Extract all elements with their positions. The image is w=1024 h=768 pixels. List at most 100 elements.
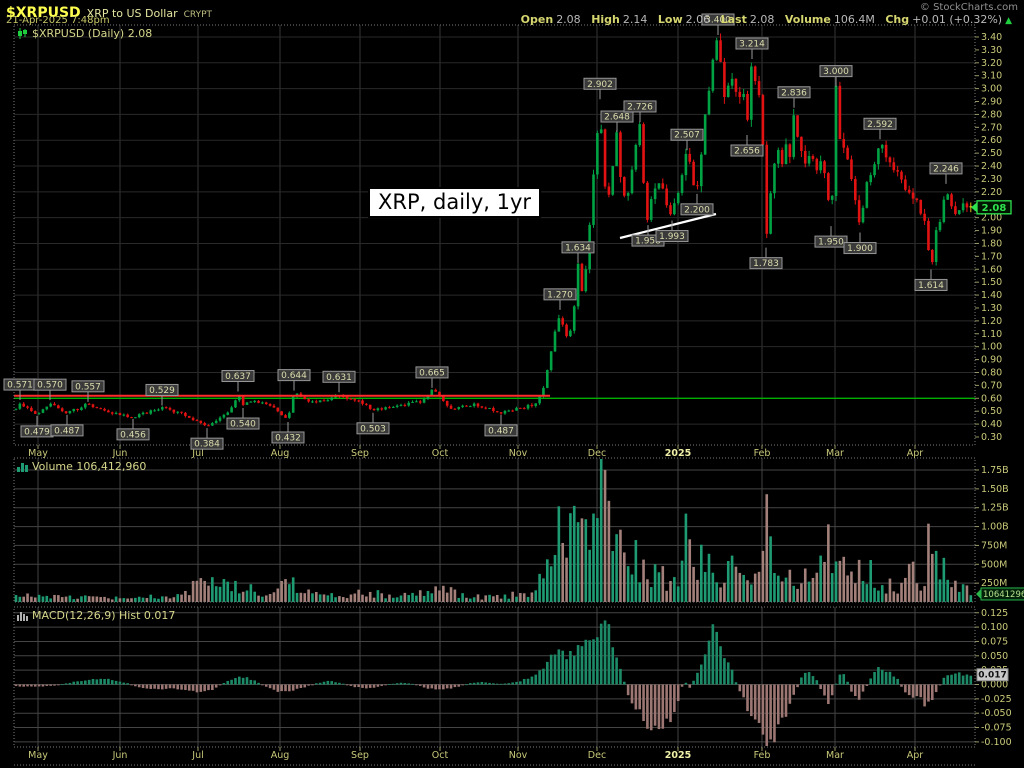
month-label: Jun <box>112 448 128 459</box>
price-axis-label: 3.00 <box>981 84 1002 95</box>
price-annotation <box>583 77 617 90</box>
price-annotation-label: 0.456 <box>120 430 146 440</box>
price-annotation-label: 0.503 <box>360 424 386 434</box>
volume-panel-legend: Volume 106,412,960 <box>17 460 146 473</box>
macd-axis-label: -0.100 <box>981 737 1012 748</box>
price-annotation <box>670 128 704 141</box>
month-label: Feb <box>754 448 771 459</box>
volume-axis-label: 1.00B <box>981 522 1009 533</box>
price-annotation <box>914 278 948 291</box>
macd-axis-label: 0.000 <box>981 680 1008 691</box>
month-label: Nov <box>509 750 528 761</box>
price-annotation <box>415 366 449 379</box>
month-label: Aug <box>271 448 290 459</box>
last-price-label: 2.08 <box>982 203 1007 214</box>
price-axis-label: 1.50 <box>981 277 1002 288</box>
month-label: May <box>28 750 48 761</box>
price-annotation-label: 2.648 <box>604 113 630 123</box>
open-label: Open <box>520 13 554 26</box>
price-axis-label: 2.80 <box>981 109 1002 120</box>
price-axis-label: 3.20 <box>981 58 1002 69</box>
price-axis-label: 1.70 <box>981 251 1002 262</box>
chart-annotation-note[interactable]: XRP, daily, 1yr <box>368 187 542 218</box>
macd-axis-label: -0.050 <box>981 708 1012 719</box>
last-price-arrow <box>971 202 977 213</box>
price-axis-label: 1.80 <box>981 238 1002 249</box>
price-annotation <box>50 424 84 437</box>
price-annotation <box>735 37 769 50</box>
price-axis-label: 2.40 <box>981 161 1002 172</box>
price-annotation-label: 2.246 <box>933 164 959 174</box>
price-axis-label: 2.50 <box>981 148 1002 159</box>
month-label: Apr <box>907 448 924 459</box>
macd-axis-label: 0.075 <box>981 636 1008 647</box>
month-label: 2025 <box>665 750 691 761</box>
last-volume-arrow <box>976 588 981 599</box>
last-macd-label: 0.017 <box>978 671 1006 681</box>
price-annotation-label: 2.507 <box>674 131 700 141</box>
price-annotation <box>116 428 150 441</box>
ohlc-quote-bar: Open 2.08 High 2.14 Low 2.06 Last 2.08 Volum… <box>514 13 1012 26</box>
price-annotation-label: 1.614 <box>918 281 944 291</box>
price-axis-label: 0.70 <box>981 380 1002 391</box>
volume-axis-label: 1.50B <box>981 484 1009 495</box>
price-annotation-label: 0.529 <box>149 386 175 396</box>
volume-bars <box>14 459 973 602</box>
change-up-icon: ▲ <box>1005 16 1012 26</box>
volume-legend-text: Volume 106,412,960 <box>32 460 147 473</box>
trendline[interactable] <box>619 212 717 240</box>
price-annotation-label: 2.836 <box>781 88 807 98</box>
price-annotation <box>543 288 577 301</box>
price-annotation-label: 0.665 <box>419 368 445 378</box>
low-value: 2.06 <box>685 13 711 26</box>
month-label: Sep <box>351 750 369 761</box>
price-annotation <box>271 431 305 444</box>
price-annotation-label: 0.644 <box>281 371 307 381</box>
price-annotation <box>730 144 764 157</box>
price-annotation-label: 0.432 <box>275 433 301 443</box>
price-legend-text: $XRPUSD (Daily) 2.08 <box>32 27 153 40</box>
price-axis-label: 1.40 <box>981 290 1002 301</box>
volume-axis-label: 1.75B <box>981 465 1009 476</box>
price-annotation-label: 3.214 <box>739 40 765 50</box>
month-label: Dec <box>588 448 606 459</box>
price-axis-label: 1.30 <box>981 303 1002 314</box>
month-label: Oct <box>432 448 449 459</box>
macd-axis-label: 0.125 <box>981 608 1008 619</box>
price-axis-label: 1.60 <box>981 264 1002 275</box>
price-axis-label: 1.20 <box>981 316 1002 327</box>
price-annotation-label: 0.631 <box>326 373 352 383</box>
price-annotation-label: 0.384 <box>194 440 220 450</box>
price-annotation <box>71 380 105 393</box>
price-annotation-label: 0.479 <box>24 427 50 437</box>
price-annotation-label: 0.540 <box>230 420 256 430</box>
price-axis-label: 2.00 <box>981 213 1002 224</box>
panel-frame <box>13 457 976 603</box>
price-annotation-label: 0.637 <box>225 372 251 382</box>
month-label: Nov <box>509 448 528 459</box>
panel-frame <box>13 24 976 446</box>
price-axis-label: 1.90 <box>981 226 1002 237</box>
price-axis-label: 0.50 <box>981 406 1002 417</box>
volume-axis-label: 750M <box>981 540 1007 551</box>
price-annotation <box>680 203 714 216</box>
price-annotation <box>221 370 255 383</box>
month-label: Jul <box>191 448 203 459</box>
month-label: Mar <box>826 448 844 459</box>
volume-bars-icon <box>17 463 28 472</box>
price-axis-label: 3.10 <box>981 71 1002 82</box>
month-label: Mar <box>826 750 844 761</box>
month-label: Sep <box>351 448 369 459</box>
price-annotation <box>145 383 179 396</box>
price-annotation-label: 0.487 <box>488 426 514 436</box>
last-value: 2.08 <box>749 13 775 26</box>
price-annotation-label: 1.950 <box>818 238 844 248</box>
price-annotation <box>655 230 689 243</box>
price-annotation-label: 2.592 <box>867 120 893 130</box>
macd-histogram-icon <box>17 612 28 621</box>
candlesticks <box>14 33 973 427</box>
price-annotation <box>777 86 811 99</box>
price-axis-label: 0.30 <box>981 432 1002 443</box>
macd-histogram <box>14 620 973 746</box>
